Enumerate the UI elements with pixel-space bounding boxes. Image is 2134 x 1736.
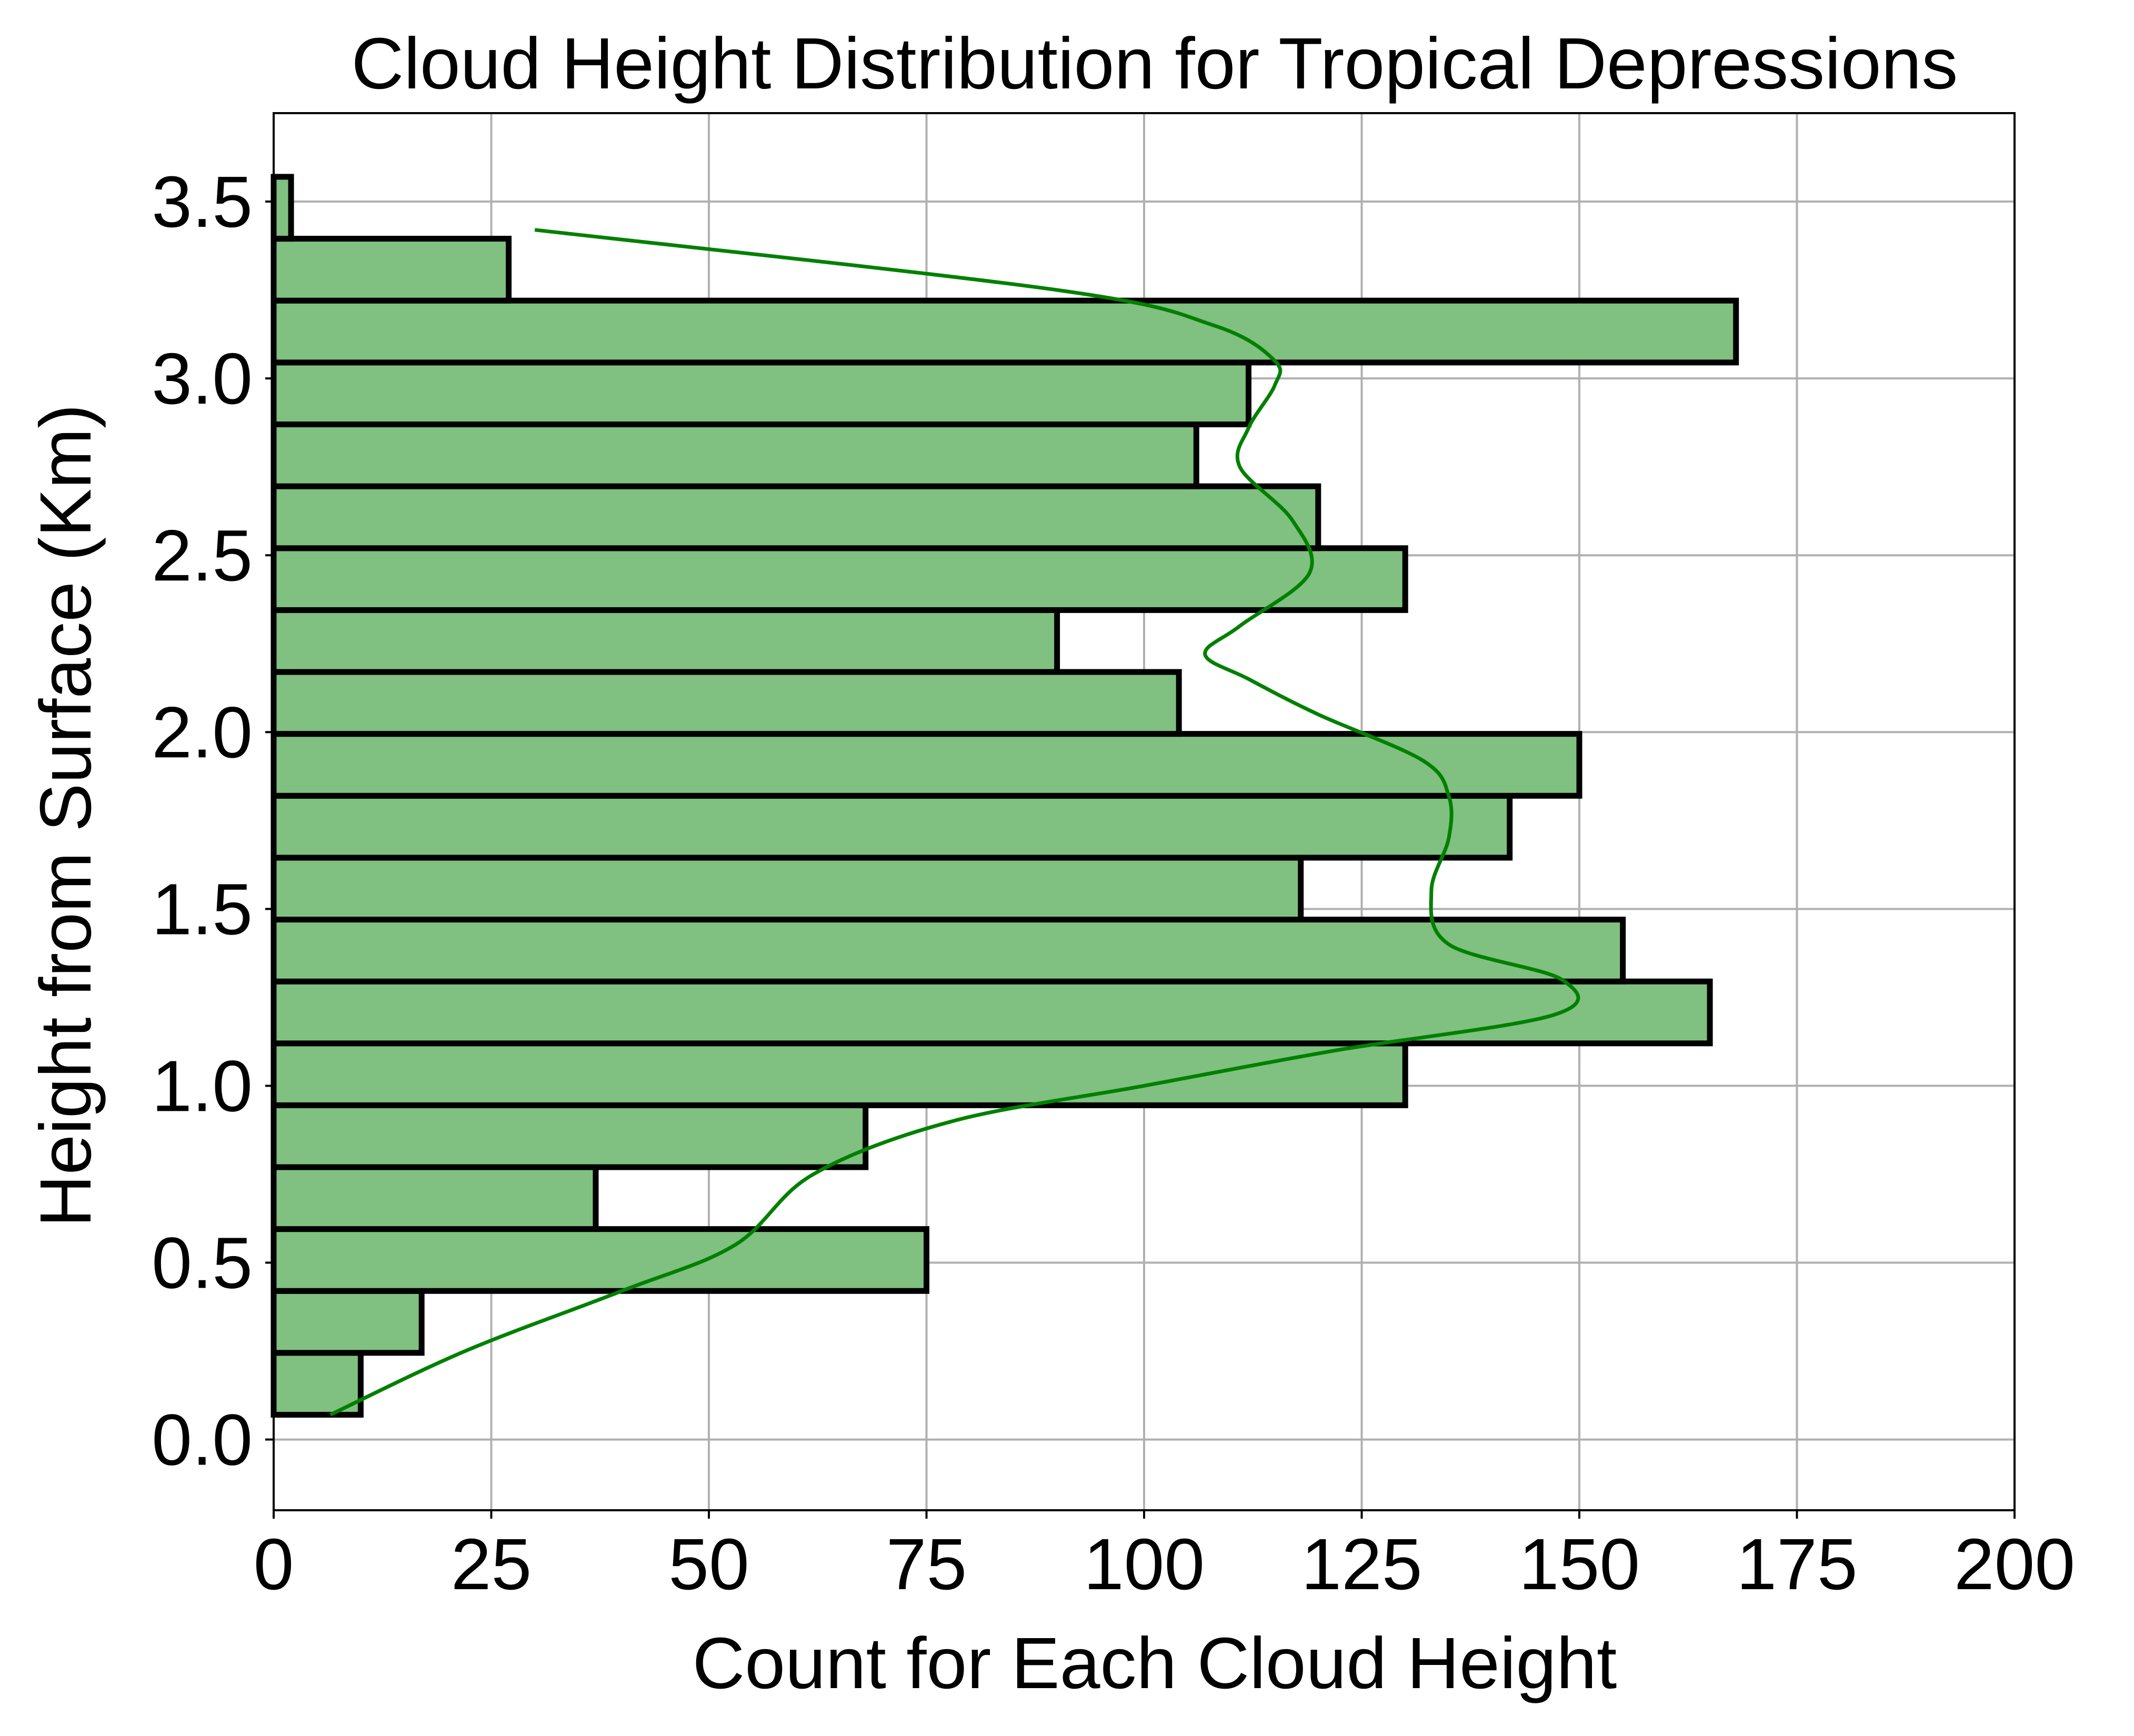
histogram-bar: [270, 978, 1713, 1047]
histogram-bar: [270, 545, 1408, 613]
y-tick-label: 0.5: [152, 1222, 253, 1303]
y-axis-label: Height from Surface (Km): [25, 404, 106, 1227]
histogram-bar: [270, 1102, 869, 1170]
x-tick-label: 200: [1954, 1524, 2075, 1605]
histogram-bar: [270, 731, 1582, 799]
histogram-bar: [270, 174, 294, 242]
histogram-bar: [270, 1040, 1408, 1108]
histogram-bar: [270, 297, 1739, 366]
histogram-bar: [270, 855, 1304, 923]
histogram-bar: [270, 792, 1513, 861]
y-tick-label: 0.0: [152, 1400, 253, 1481]
y-tick-label: 1.5: [152, 869, 253, 950]
x-tick-label: 25: [451, 1524, 532, 1605]
chart-title: Cloud Height Distribution for Tropical D…: [352, 23, 1958, 104]
x-tick-label: 175: [1736, 1524, 1857, 1605]
x-tick-label: 50: [668, 1524, 749, 1605]
x-tick-label: 0: [254, 1524, 294, 1605]
ticks: 0 25 50 75 100 125 150 175 200 0.0 0.5 1.0 1.5 2.0 2.5…: [152, 162, 2075, 1605]
histogram-bar: [270, 483, 1321, 551]
y-tick-label: 2.5: [152, 515, 253, 596]
histogram-bar: [270, 236, 512, 304]
histogram-bar: [270, 1288, 425, 1356]
x-tick-label: 75: [886, 1524, 967, 1605]
histogram-bar: [270, 1164, 599, 1232]
x-axis-label: Count for Each Cloud Height: [693, 1623, 1617, 1704]
bars: [270, 174, 1739, 1418]
y-tick-label: 1.0: [152, 1046, 253, 1127]
histogram-bar: [270, 359, 1251, 427]
kde-line: [329, 228, 1580, 1417]
histogram-bar: [270, 1226, 929, 1294]
x-tick-label: 125: [1301, 1524, 1422, 1605]
y-tick-label: 3.5: [152, 162, 253, 243]
y-tick-label: 2.0: [152, 692, 253, 773]
histogram-bar: [270, 421, 1199, 489]
histogram-bar: [270, 607, 1060, 675]
histogram-bar: [270, 917, 1626, 985]
x-tick-label: 150: [1519, 1524, 1640, 1605]
histogram-bar: [270, 669, 1182, 737]
y-tick-label: 3.0: [152, 338, 253, 419]
kde-curve: [329, 228, 1580, 1417]
x-tick-label: 100: [1084, 1524, 1205, 1605]
